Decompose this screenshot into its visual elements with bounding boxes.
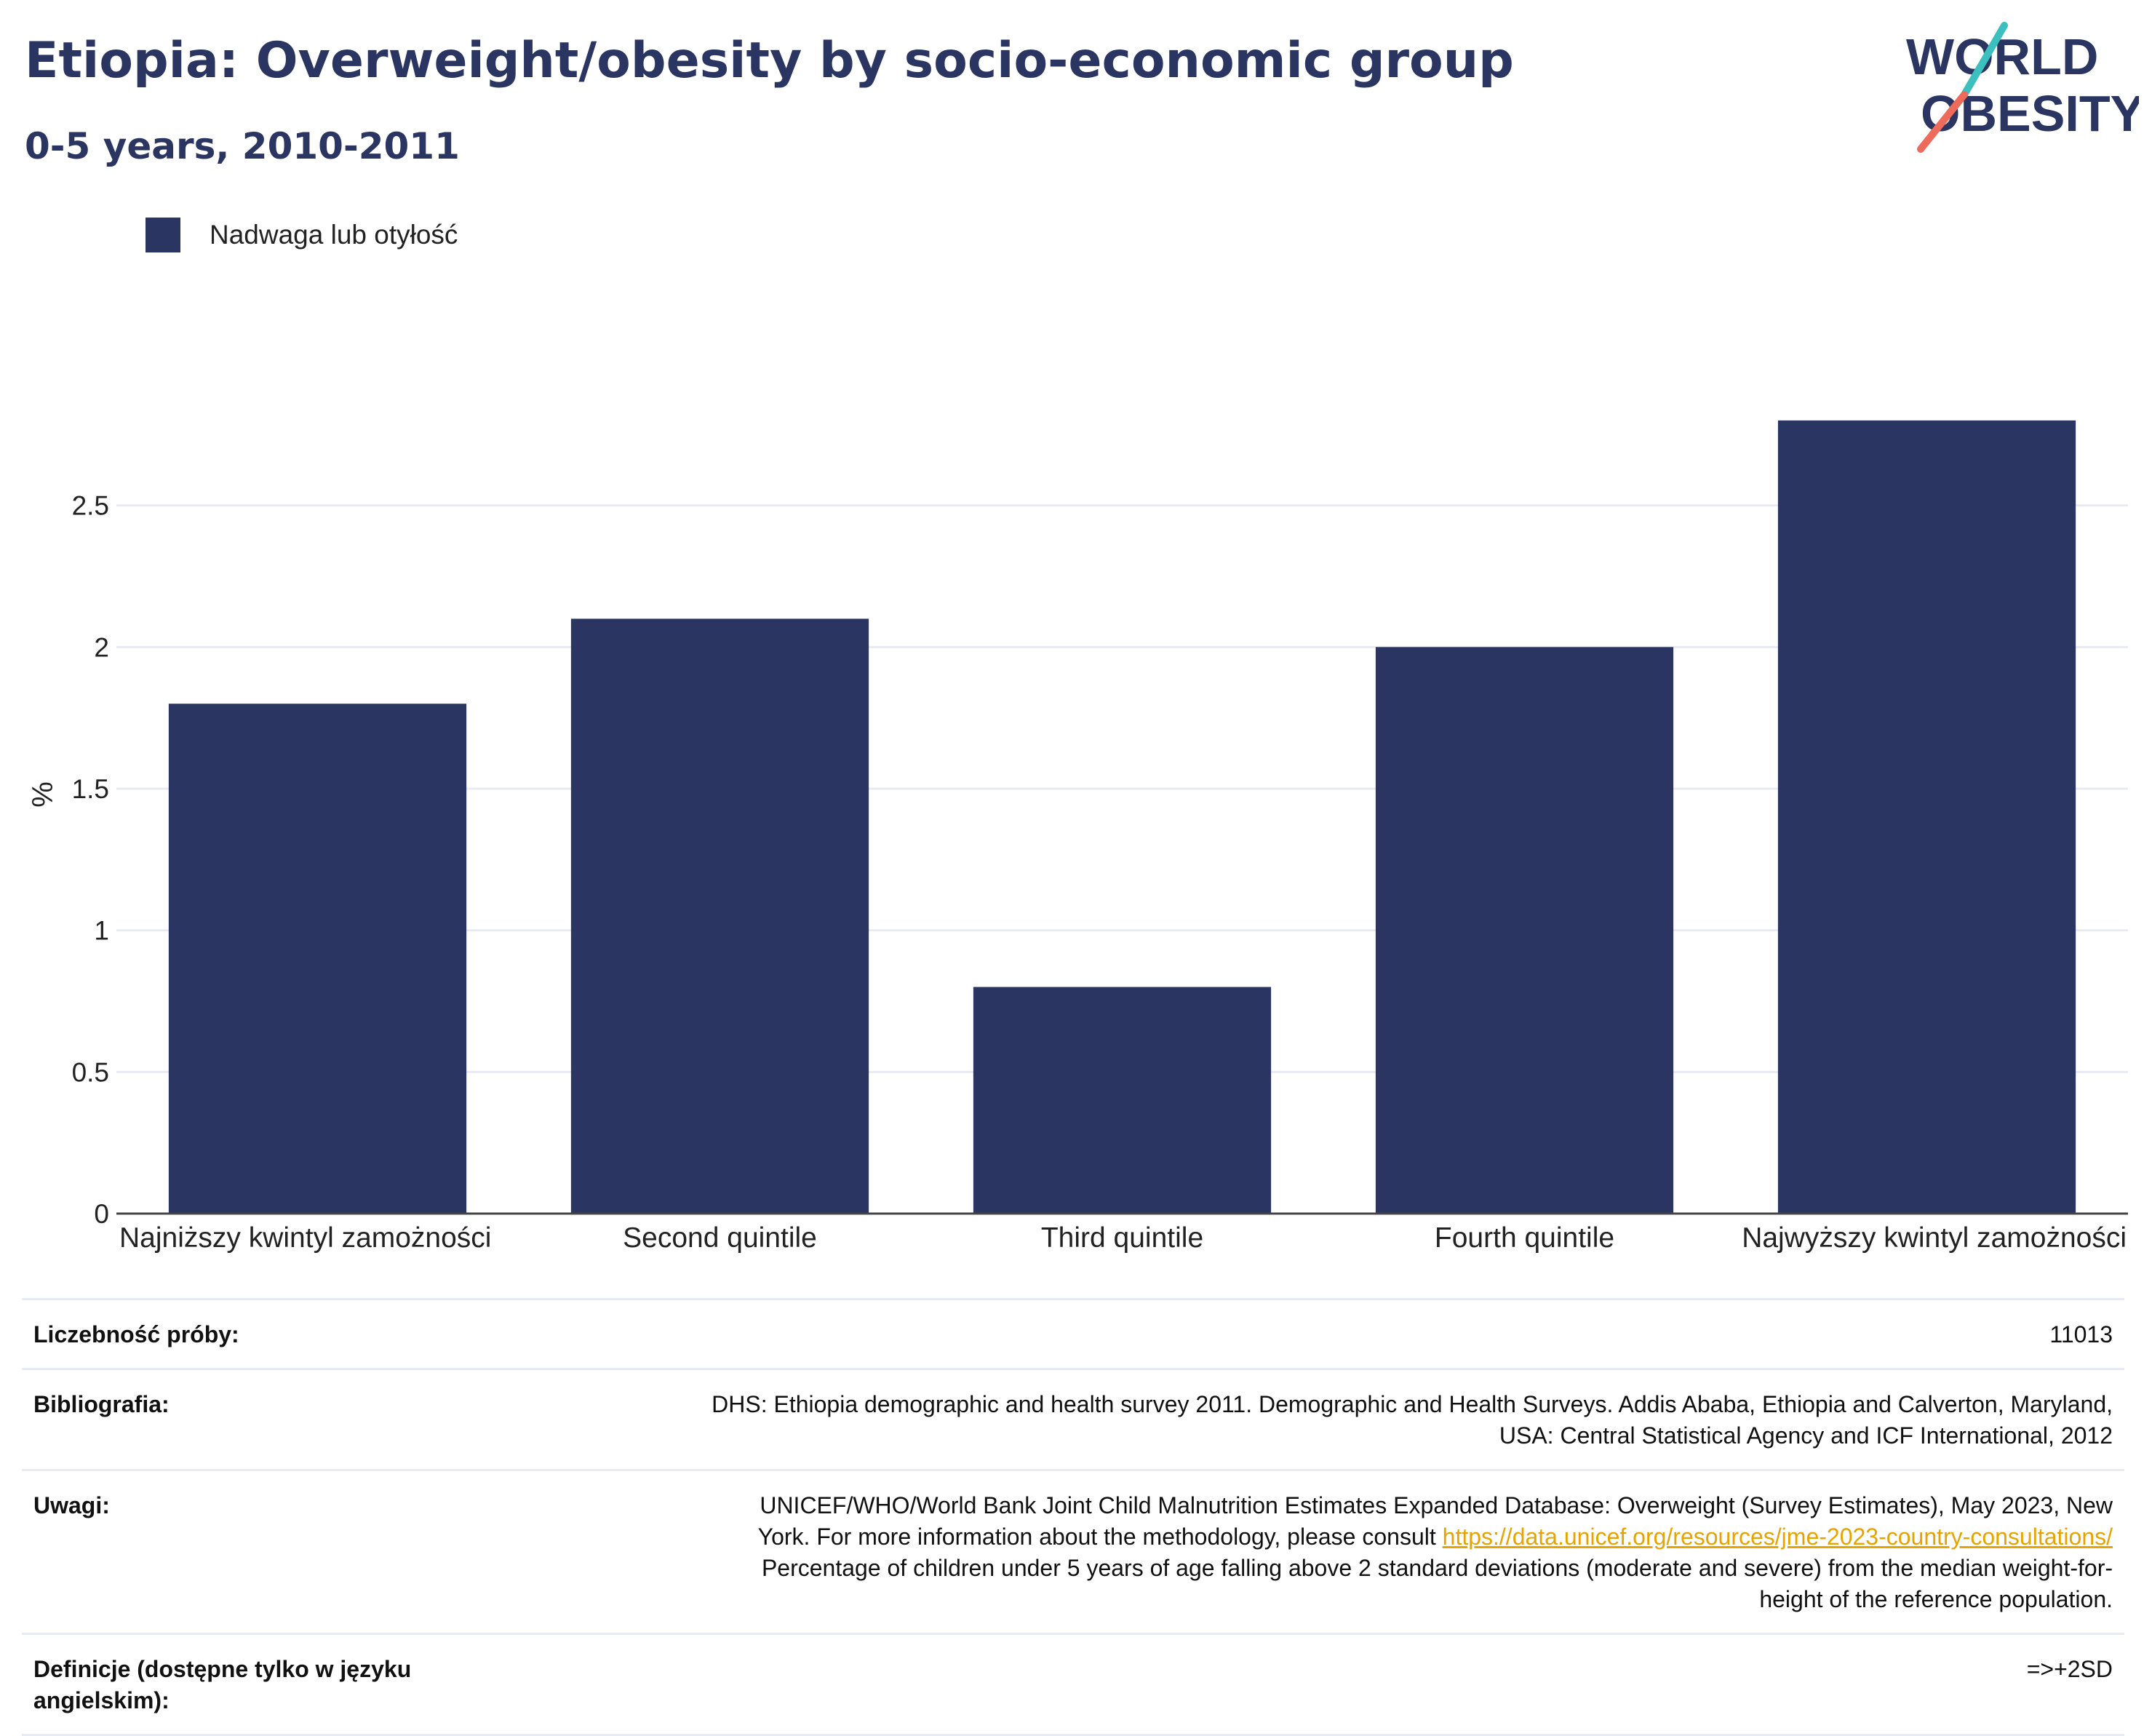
sample-size-row: Liczebność próby: 11013 [22, 1298, 2124, 1368]
axes: 0 0.5 1 1.5 2 2.5 Najniższy kwintyl zamożności… [72, 491, 2128, 1254]
bar-chart: 0 0.5 1 1.5 2 2.5 Najniższy kwintyl zamożności… [27, 420, 2128, 1254]
logo-line2: OBESITY [1921, 85, 2139, 142]
definitions-label: Definicje (dostępne tylko w języku angie… [33, 1654, 499, 1716]
notes-line: York. For more information about the met… [758, 1521, 2113, 1553]
y-tick-label: 0 [94, 1199, 109, 1229]
bars [168, 420, 2076, 1214]
notes-value: UNICEF/WHO/World Bank Joint Child Malnut… [758, 1490, 2113, 1615]
notes-line: height of the reference population. [1759, 1586, 2113, 1612]
x-tick-label: Fourth quintile [1435, 1222, 1614, 1254]
notes-label: Uwagi: [33, 1492, 110, 1518]
notes-line-text: York. For more information about the met… [757, 1524, 1443, 1550]
x-tick-label: Najniższy kwintyl zamożności [119, 1222, 491, 1254]
definitions-label-line: angielskim): [33, 1687, 170, 1713]
bar[interactable] [1777, 420, 2076, 1214]
logo-line1: WORLD [1906, 28, 2098, 85]
bibliography-value: DHS: Ethiopia demographic and health sur… [712, 1389, 2113, 1452]
legend-label[interactable]: Nadwaga lub otyłość [210, 220, 458, 250]
logo-slash-teal [1961, 22, 2008, 98]
legend-swatch[interactable] [146, 218, 180, 252]
notes-line: Percentage of children under 5 years of … [761, 1555, 2113, 1581]
x-tick-label: Second quintile [623, 1222, 817, 1254]
notes-line: UNICEF/WHO/World Bank Joint Child Malnut… [760, 1492, 2113, 1518]
sample-size-label: Liczebność próby: [33, 1321, 239, 1347]
bar[interactable] [1375, 647, 1674, 1214]
bibliography-line: USA: Central Statistical Agency and ICF … [1499, 1422, 2113, 1449]
chart-title: Etiopia: Overweight/obesity by socio-eco… [25, 32, 1514, 89]
definitions-value: =>+2SD [2026, 1656, 2113, 1682]
y-axis-label: % [27, 781, 59, 808]
x-tick-label: Najwyższy kwintyl zamożności [1742, 1222, 2127, 1254]
y-tick-label: 1 [94, 916, 109, 946]
legend: Nadwaga lub otyłość [146, 217, 458, 253]
bar[interactable] [168, 704, 467, 1214]
y-tick-label: 2 [94, 632, 109, 662]
chart-subtitle: 0-5 years, 2010-2011 [25, 125, 460, 167]
bar[interactable] [570, 618, 869, 1214]
y-tick-label: 0.5 [72, 1057, 109, 1087]
definitions-label-line: Definicje (dostępne tylko w języku [33, 1656, 412, 1682]
bibliography-label: Bibliografia: [33, 1391, 170, 1417]
bibliography-row: Bibliografia: DHS: Ethiopia demographic … [22, 1368, 2124, 1469]
y-tick-label: 2.5 [72, 491, 109, 521]
definitions-row: Definicje (dostępne tylko w języku angie… [22, 1633, 2124, 1736]
x-tick-label: Third quintile [1041, 1222, 1203, 1254]
world-obesity-logo: WORLD OBESITY [1906, 22, 2139, 153]
bibliography-line: DHS: Ethiopia demographic and health sur… [712, 1391, 2113, 1417]
methodology-link[interactable]: https://data.unicef.org/resources/jme-20… [1442, 1524, 2113, 1550]
metadata-table: Liczebność próby: 11013 Bibliografia: DH… [22, 1298, 2124, 1736]
y-tick-label: 1.5 [72, 774, 109, 804]
sample-size-value: 11013 [2049, 1321, 2113, 1347]
notes-row: Uwagi: UNICEF/WHO/World Bank Joint Child… [22, 1469, 2124, 1633]
logo-slash-coral [1917, 91, 1968, 153]
bar[interactable] [973, 987, 1272, 1214]
